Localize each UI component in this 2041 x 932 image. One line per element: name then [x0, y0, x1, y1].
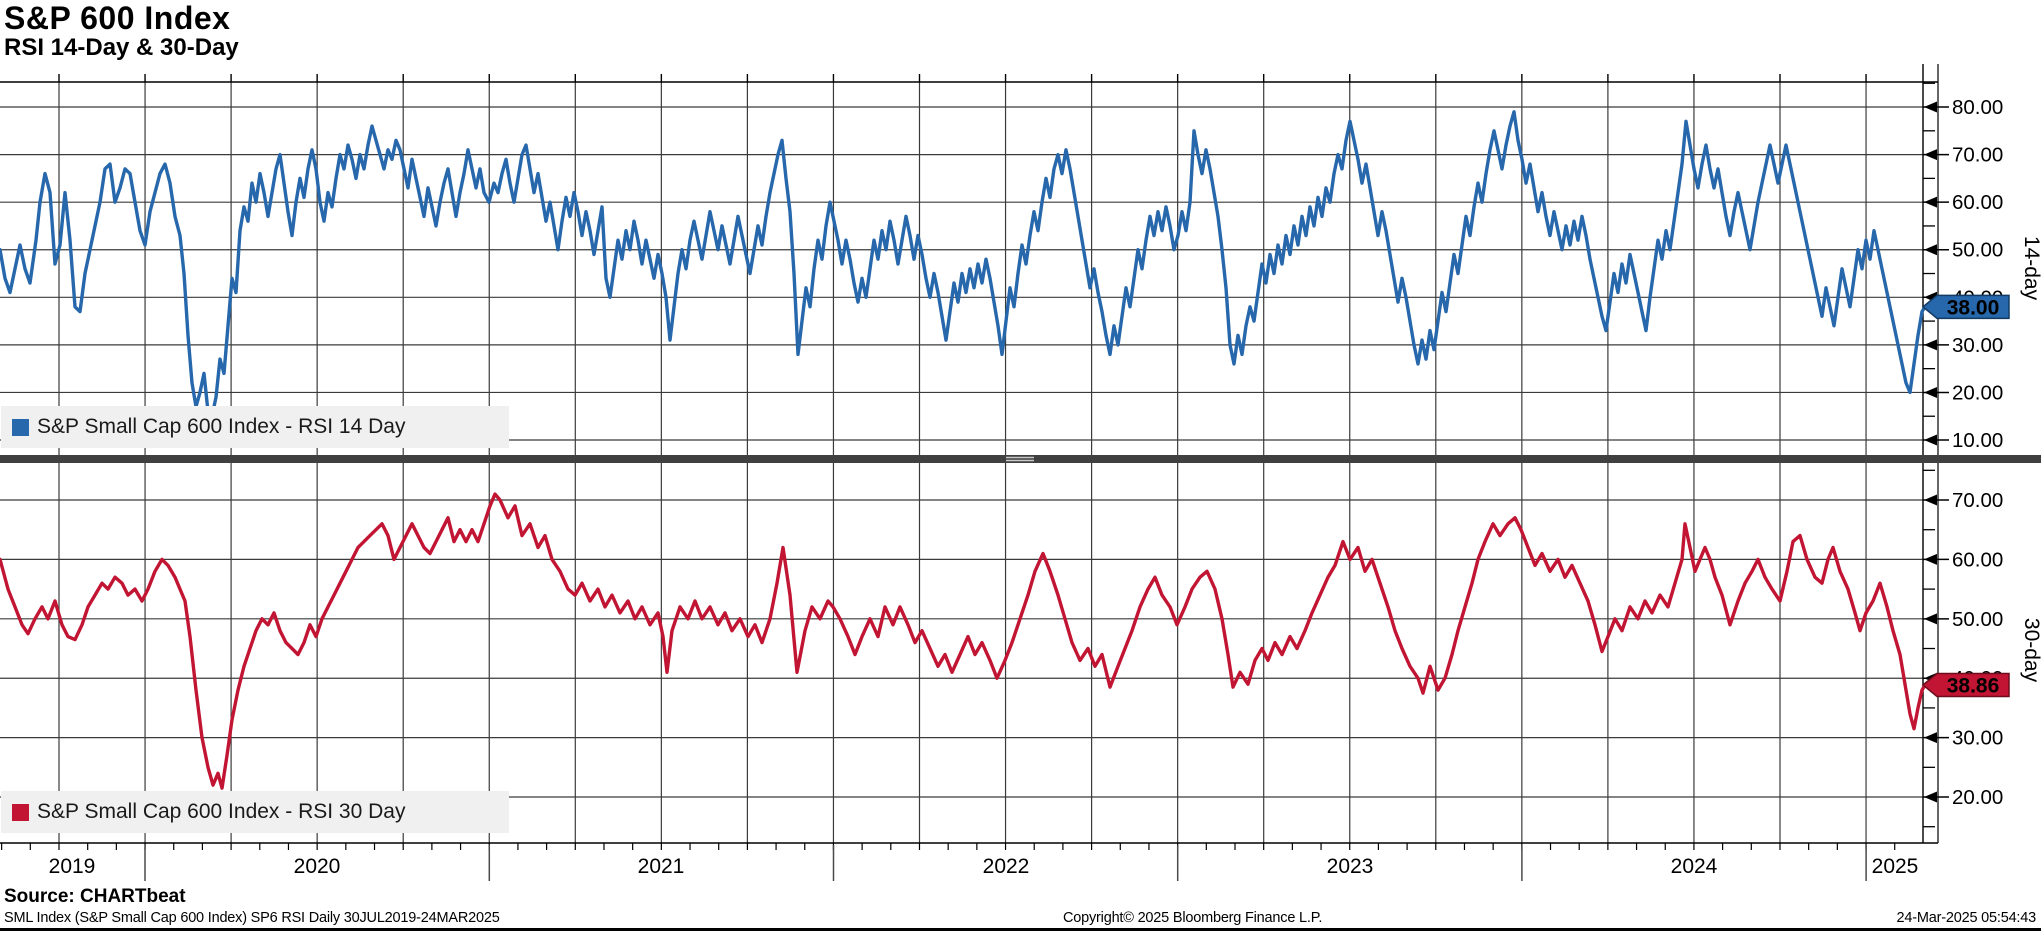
- y-axis-tick-label: 20.00: [1952, 786, 2003, 809]
- y-axis-tick-arrow-icon: [1924, 244, 1937, 256]
- y-axis-tick-label: 10.00: [1952, 429, 2003, 452]
- y-axis-tick-arrow-icon: [1924, 553, 1937, 565]
- y-axis-tick-label: 50.00: [1952, 608, 2003, 631]
- page-subtitle: RSI 14-Day & 30-Day: [4, 34, 239, 61]
- bottom-border: [0, 928, 2041, 931]
- timestamp-text: 24-Mar-2025 05:54:43: [1896, 910, 2037, 926]
- legend-rsi-30[interactable]: S&P Small Cap 600 Index - RSI 30 Day: [1, 791, 509, 833]
- page-title: S&P 600 Index: [4, 0, 231, 36]
- legend-rsi-30-label: S&P Small Cap 600 Index - RSI 30 Day: [37, 800, 406, 823]
- y-axis-tick-arrow-icon: [1924, 149, 1937, 161]
- x-axis-year-label: 2022: [983, 855, 1030, 878]
- y-axis-tick-label: 50.00: [1952, 239, 2003, 262]
- rsi-14-swatch-icon: [12, 418, 29, 436]
- y-axis-tick-arrow-icon: [1924, 101, 1937, 113]
- y-axis-title-30day: 30-day: [2020, 618, 2041, 683]
- y-axis-tick-label: 60.00: [1952, 191, 2003, 214]
- source-label: Source: CHARTbeat: [4, 886, 186, 907]
- last-value-badge-30day: [1921, 672, 2010, 698]
- y-axis-tick-arrow-icon: [1924, 613, 1937, 625]
- y-axis-tick-label: 70.00: [1952, 144, 2003, 167]
- rsi-14-line: [0, 110, 1927, 418]
- x-axis-year-label: 2019: [49, 855, 96, 878]
- chart-description: SML Index (S&P Small Cap 600 Index) SP6 …: [4, 910, 500, 926]
- copyright-text: Copyright© 2025 Bloomberg Finance L.P.: [1063, 910, 1323, 926]
- rsi-30-line: [0, 492, 1927, 790]
- last-value-badge-label: 38.00: [1947, 296, 2000, 319]
- y-axis-tick-arrow-icon: [1924, 196, 1937, 208]
- y-axis-tick-label: 30.00: [1952, 727, 2003, 750]
- rsi-30-swatch-icon: [12, 803, 29, 821]
- y-axis-tick-label: 70.00: [1952, 489, 2003, 512]
- y-axis-tick-label: 20.00: [1952, 381, 2003, 404]
- legend-rsi-14-label: S&P Small Cap 600 Index - RSI 14 Day: [37, 415, 406, 438]
- y-axis-title-14day: 14-day: [2020, 236, 2041, 301]
- last-value-badge-label: 38.86: [1947, 674, 2000, 697]
- y-axis-tick-label: 30.00: [1952, 334, 2003, 357]
- x-axis-year-label: 2025: [1872, 855, 1919, 878]
- y-axis-tick-arrow-icon: [1924, 386, 1937, 398]
- y-axis-tick-label: 80.00: [1952, 96, 2003, 119]
- y-axis-tick-arrow-icon: [1924, 732, 1937, 744]
- x-axis-year-label: 2024: [1671, 855, 1718, 878]
- y-axis-tick-arrow-icon: [1924, 434, 1937, 446]
- x-axis-year-label: 2023: [1327, 855, 1374, 878]
- panel-divider: [0, 455, 2041, 463]
- y-axis-tick-arrow-icon: [1924, 339, 1937, 351]
- x-axis-year-label: 2021: [638, 855, 685, 878]
- y-axis-tick-label: 60.00: [1952, 548, 2003, 571]
- last-value-badge-14day: [1921, 294, 2010, 320]
- x-axis-year-label: 2020: [294, 855, 341, 878]
- y-axis-tick-arrow-icon: [1924, 494, 1937, 506]
- y-axis-tick-arrow-icon: [1924, 791, 1937, 803]
- legend-rsi-14[interactable]: S&P Small Cap 600 Index - RSI 14 Day: [1, 406, 509, 448]
